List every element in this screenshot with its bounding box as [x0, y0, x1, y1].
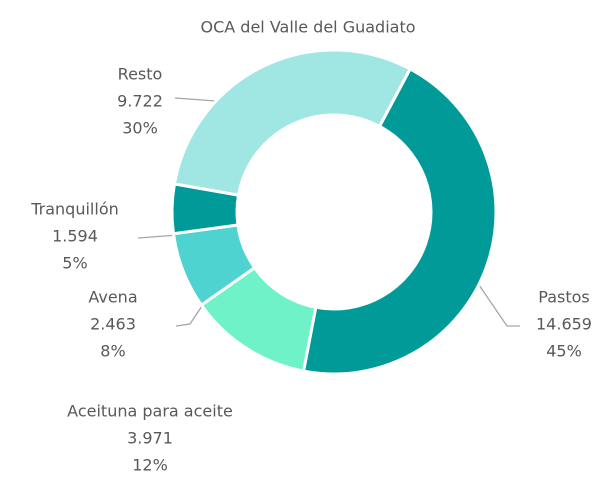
value-label: 3.971 [127, 429, 173, 448]
slice-label: Aceituna para aceite [67, 402, 233, 421]
value-label: 14.659 [536, 315, 592, 334]
slice-label: Avena [88, 288, 137, 307]
slice [301, 66, 498, 376]
percent-label: 30% [122, 119, 158, 138]
percent-label: 45% [546, 342, 582, 361]
percent-label: 12% [132, 456, 168, 475]
value-label: 9.722 [117, 92, 163, 111]
percent-label: 5% [62, 254, 87, 273]
slice [172, 48, 413, 197]
slice-label: Tranquillón [30, 200, 119, 219]
slice-label: Resto [118, 65, 163, 84]
value-label: 2.463 [90, 315, 136, 334]
percent-label: 8% [100, 342, 125, 361]
chart-title: OCA del Valle del Guadiato [201, 18, 416, 37]
value-label: 1.594 [52, 227, 98, 246]
slice-label: Pastos [538, 288, 589, 307]
